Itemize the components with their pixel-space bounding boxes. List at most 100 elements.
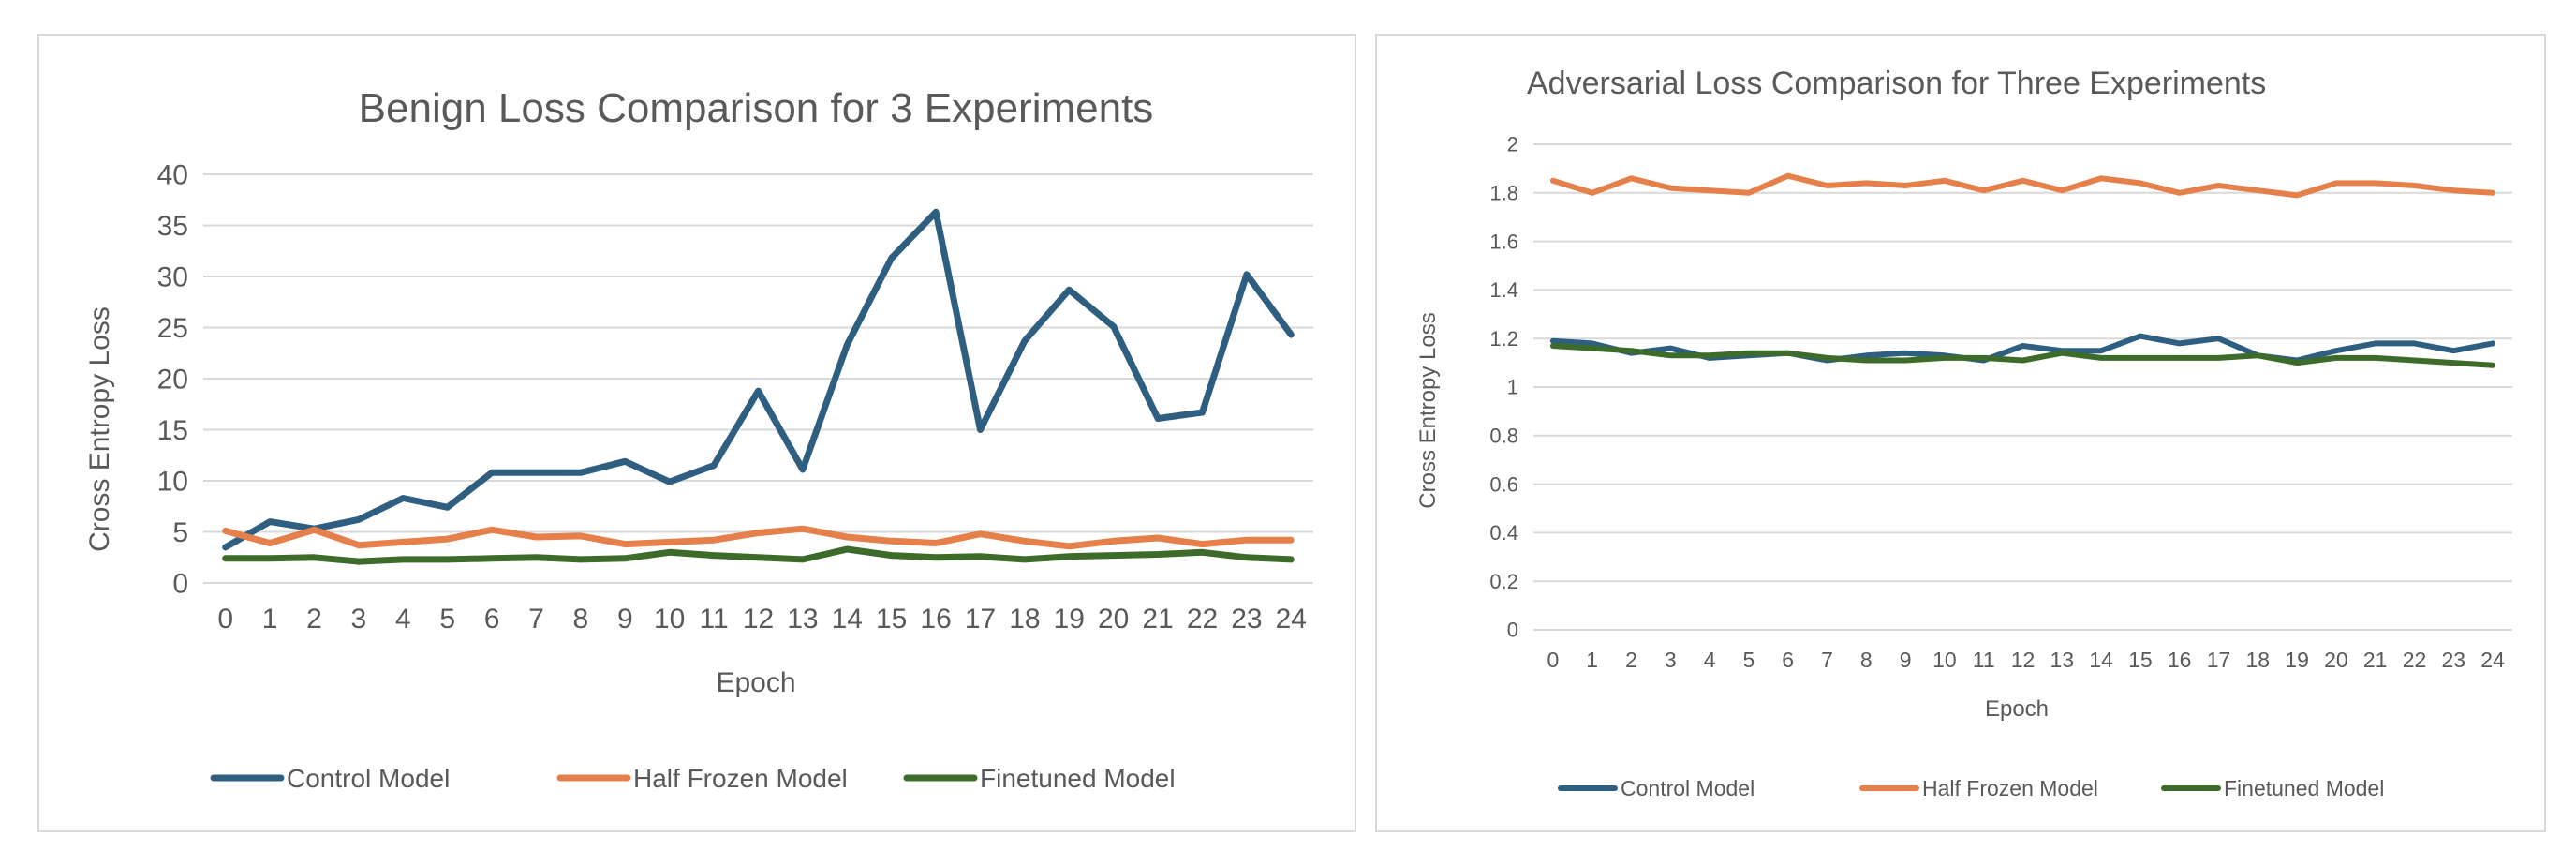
x-tick-label: 23 — [1231, 604, 1262, 635]
x-tick-label: 15 — [2128, 648, 2153, 672]
x-tick-label: 8 — [1860, 648, 1873, 672]
x-tick-label: 7 — [1821, 648, 1833, 672]
y-tick-label: 1.2 — [1489, 327, 1518, 351]
x-tick-label: 7 — [528, 604, 544, 635]
legend-label-half-frozen-model: Half Frozen Model — [633, 764, 848, 793]
gridlines — [203, 173, 1313, 584]
y-tick-label: 1.8 — [1489, 182, 1518, 205]
benign-loss-chart: Benign Loss Comparison for 3 Experiments… — [84, 85, 1313, 793]
x-tick-label: 14 — [2089, 648, 2113, 672]
x-tick-label: 3 — [1665, 648, 1677, 672]
x-tick-label: 17 — [2207, 648, 2231, 672]
x-tick-label: 15 — [876, 604, 907, 635]
x-tick-label: 14 — [832, 604, 863, 635]
y-tick-label: 1.4 — [1489, 278, 1518, 302]
y-tick-label: 35 — [157, 211, 188, 242]
series-line-half-frozen-model — [1549, 172, 2496, 199]
x-tick-label: 22 — [1187, 604, 1218, 635]
x-tick-label: 1 — [262, 604, 278, 635]
legend: Control Model Half Frozen Model Finetuned … — [210, 764, 1176, 793]
series-line-finetuned-model — [222, 545, 1295, 565]
x-tick-label: 22 — [2403, 648, 2427, 672]
x-tick-label: 4 — [395, 604, 411, 635]
chart-title: Adversarial Loss Comparison for Three Ex… — [1527, 66, 2266, 101]
x-tick-label: 2 — [306, 604, 322, 635]
y-tick-label: 1 — [1507, 376, 1518, 399]
adversarial-loss-chart: Adversarial Loss Comparison for Three Ex… — [1415, 66, 2512, 800]
chart-title: Benign Loss Comparison for 3 Experiments — [359, 85, 1154, 131]
y-tick-label: 0.2 — [1489, 570, 1518, 593]
series-lines — [1549, 172, 2496, 368]
x-tick-label: 4 — [1704, 648, 1716, 672]
x-tick-label: 1 — [1586, 648, 1598, 672]
y-tick-labels: 0 5 10 15 20 25 30 35 40 — [157, 160, 188, 600]
x-tick-label: 9 — [617, 604, 633, 635]
chart-panel-benign: Benign Loss Comparison for 3 Experiments… — [37, 34, 1356, 832]
x-tick-label: 23 — [2442, 648, 2466, 672]
y-tick-label: 15 — [157, 415, 188, 446]
x-tick-label: 19 — [1054, 604, 1085, 635]
x-tick-label: 10 — [1932, 648, 1957, 672]
y-axis-label: Cross Entropy Loss — [1415, 312, 1441, 508]
chart-panel-adversarial: Adversarial Loss Comparison for Three Ex… — [1375, 34, 2546, 832]
x-tick-label: 12 — [743, 604, 774, 635]
y-tick-label: 5 — [172, 517, 188, 548]
x-tick-label: 0 — [1547, 648, 1560, 672]
x-tick-label: 11 — [1973, 648, 1995, 672]
x-tick-label: 20 — [2324, 648, 2348, 672]
x-tick-label: 9 — [1900, 648, 1912, 672]
x-tick-label: 0 — [217, 604, 233, 635]
x-tick-label: 5 — [439, 604, 455, 635]
x-tick-label: 17 — [965, 604, 996, 635]
x-tick-label: 5 — [1743, 648, 1755, 672]
x-tick-label: 19 — [2285, 648, 2309, 672]
x-tick-label: 16 — [2168, 648, 2192, 672]
y-tick-label: 0 — [172, 569, 188, 600]
y-tick-label: 25 — [157, 313, 188, 344]
x-axis-label: Epoch — [716, 667, 795, 698]
y-tick-label: 0.4 — [1489, 521, 1518, 545]
x-tick-label: 18 — [2246, 648, 2271, 672]
x-tick-label: 6 — [484, 604, 500, 635]
series-line-half-frozen-model — [222, 525, 1295, 550]
y-tick-label: 2 — [1507, 133, 1518, 157]
legend-label-half-frozen-model: Half Frozen Model — [1922, 776, 2098, 800]
y-tick-label: 0.6 — [1489, 472, 1518, 496]
x-tick-label: 13 — [2050, 648, 2075, 672]
x-tick-labels: 0 1 2 3 4 5 6 7 8 9 10 11 12 13 14 15 16 17 18 19 20 21 22 23 24 — [217, 604, 1307, 635]
x-tick-label: 24 — [1276, 604, 1307, 635]
y-tick-label: 30 — [157, 262, 188, 293]
x-tick-label: 21 — [1142, 604, 1173, 635]
y-tick-label: 0.8 — [1489, 425, 1518, 448]
x-tick-label: 11 — [700, 604, 729, 635]
legend: Control Model Half Frozen Model Finetuned … — [1558, 776, 2384, 800]
series-line-finetuned-model — [1549, 343, 2496, 368]
x-tick-label: 8 — [573, 604, 589, 635]
gridlines — [1533, 143, 2512, 631]
x-tick-label: 20 — [1098, 604, 1129, 635]
x-tick-label: 12 — [2011, 648, 2036, 672]
y-tick-labels: 0 0.2 0.4 0.6 0.8 1 1.2 1.4 1.6 1.8 2 — [1489, 133, 1518, 642]
legend-label-finetuned-model: Finetuned Model — [2224, 776, 2384, 800]
x-tick-label: 21 — [2363, 648, 2388, 672]
x-tick-label: 10 — [654, 604, 685, 635]
x-tick-label: 13 — [787, 604, 818, 635]
y-tick-label: 40 — [157, 160, 188, 191]
x-tick-label: 6 — [1782, 648, 1794, 672]
x-tick-labels: 0 1 2 3 4 5 6 7 8 9 10 11 12 13 14 15 16 17 18 19 20 21 22 23 24 — [1547, 648, 2506, 672]
series-line-control-model — [222, 208, 1295, 551]
legend-label-control-model: Control Model — [287, 764, 450, 793]
x-tick-label: 24 — [2480, 648, 2505, 672]
y-axis-label: Cross Entropy Loss — [84, 306, 115, 552]
x-tick-label: 16 — [920, 604, 951, 635]
legend-label-control-model: Control Model — [1621, 776, 1754, 800]
y-tick-label: 10 — [157, 467, 188, 498]
y-tick-label: 0 — [1507, 619, 1518, 642]
y-tick-label: 20 — [157, 365, 188, 396]
legend-label-finetuned-model: Finetuned Model — [980, 764, 1176, 793]
x-tick-label: 2 — [1625, 648, 1637, 672]
x-tick-label: 3 — [351, 604, 367, 635]
series-lines — [222, 208, 1295, 565]
x-axis-label: Epoch — [1985, 696, 2049, 722]
y-tick-label: 1.6 — [1489, 230, 1518, 253]
